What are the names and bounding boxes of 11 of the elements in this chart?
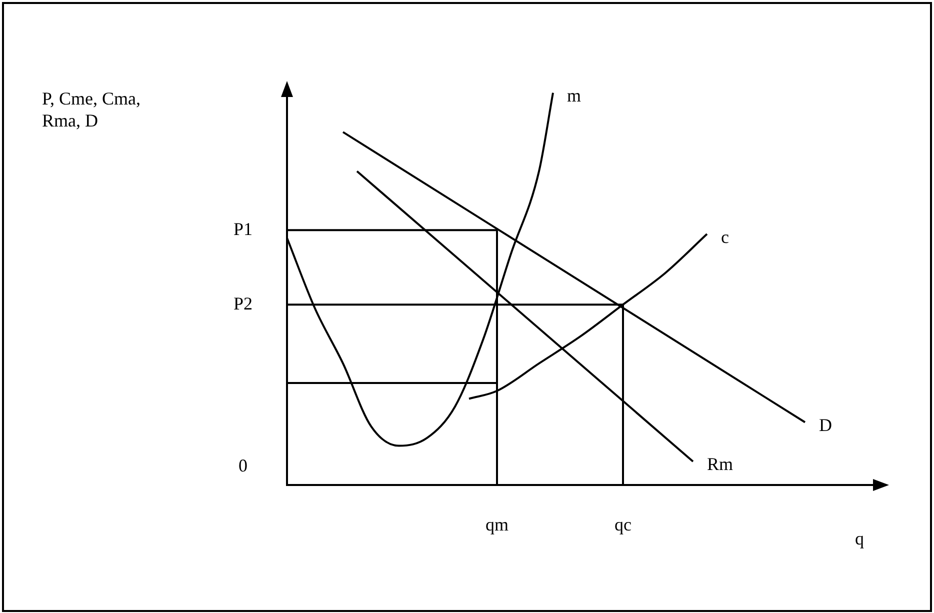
x-tick-label: qc [614, 514, 632, 535]
x-axis-title: q [855, 528, 864, 549]
series-label: P1 [233, 218, 253, 239]
series-label: m [567, 86, 582, 106]
series-label: c [721, 226, 729, 247]
series-label: P2 [233, 293, 253, 314]
series-label: D [819, 414, 832, 435]
x-tick-label: qm [485, 514, 509, 535]
text: P, Cme, Cma, Rma, D [42, 88, 141, 131]
text: 0 [238, 456, 248, 476]
series-label: Rm [707, 454, 734, 474]
